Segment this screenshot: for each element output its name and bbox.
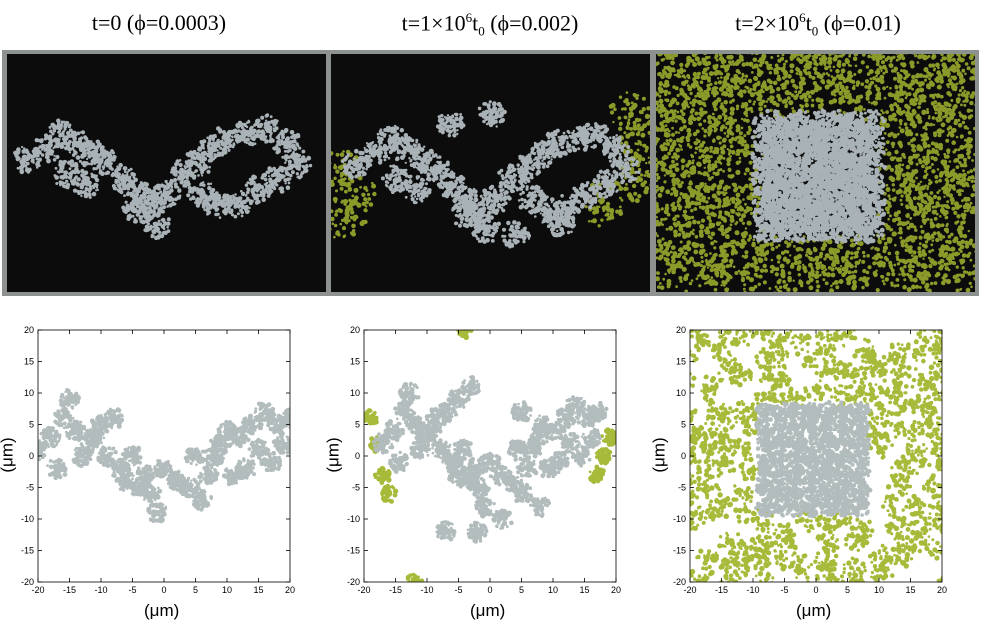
y-axis-label-3: (μm): [650, 437, 670, 472]
y-tick-label: 0: [681, 451, 686, 461]
sim-snapshot-1: [7, 54, 326, 292]
y-tick-label: 10: [24, 388, 34, 398]
x-tick-label: -20: [357, 585, 370, 595]
x-tick-label: 15: [905, 585, 915, 595]
sim-render-1: [7, 54, 326, 292]
x-tick-label: -20: [683, 585, 696, 595]
x-tick-label: 20: [937, 585, 947, 595]
y-tick-label: 5: [681, 420, 686, 430]
phi-value: =0.0003): [146, 10, 226, 35]
plot-1-canvas: -20-20 -15 -15 -10 -10 -5 -5 0 0 5 5 10 10 15 15 20 20: [21, 325, 295, 595]
x-tick-label: -15: [389, 585, 402, 595]
sim-snapshot-3: [656, 54, 975, 292]
y-tick-label: -15: [673, 546, 686, 556]
title-3-unit: t: [806, 10, 812, 35]
x-axis-label-2: (μm): [470, 601, 505, 621]
title-3-mid: (: [818, 10, 831, 35]
x-tick-label: 10: [874, 585, 884, 595]
title-3-prefix: t=2×10: [735, 10, 799, 35]
y-tick-label: 0: [29, 451, 34, 461]
x-tick-label: 20: [611, 585, 621, 595]
y-tick-label: 5: [355, 420, 360, 430]
panel-title-1: t=0 (ϕ=0.0003): [9, 10, 309, 36]
x-tick-label: -10: [746, 585, 759, 595]
phi-symbol: ϕ: [831, 10, 843, 35]
phi-value: =0.01): [843, 10, 901, 35]
title-1-text: t=0 (: [92, 10, 134, 35]
x-tick-label: -20: [31, 585, 44, 595]
plot-2-canvas: -20-20 -15 -15 -10 -10 -5 -5 0 0 5 5 10 10 15 15 20 20: [347, 325, 621, 595]
x-tick-label: -15: [63, 585, 76, 595]
simulation-snapshot-strip: [2, 50, 979, 296]
x-tick-label: 0: [487, 585, 492, 595]
y-tick-label: -10: [21, 514, 34, 524]
sim-render-2: [331, 54, 650, 292]
y-tick-label: -10: [673, 514, 686, 524]
x-tick-label: -5: [128, 585, 136, 595]
sim-render-3: [656, 54, 975, 292]
panel-title-3: t=2×106t0 (ϕ=0.01): [668, 10, 968, 40]
x-tick-label: -10: [94, 585, 107, 595]
x-tick-label: 10: [222, 585, 232, 595]
y-tick-label: -15: [347, 546, 360, 556]
title-3-subscript: 0: [812, 24, 819, 39]
y-tick-label: -20: [673, 577, 686, 587]
x-tick-label: 5: [519, 585, 524, 595]
y-tick-label: -5: [26, 483, 34, 493]
y-tick-label: 20: [350, 325, 360, 335]
x-tick-label: -5: [454, 585, 462, 595]
plot-2: -20 -20 -15 -15 -10 -10 -5 -5 0 0 5 5 10 10 15 15 20 20: [347, 325, 621, 595]
sim-snapshot-2: [331, 54, 650, 292]
y-tick-label: 20: [24, 325, 34, 335]
x-tick-label: 15: [253, 585, 263, 595]
x-tick-label: -10: [420, 585, 433, 595]
y-tick-label: -20: [347, 577, 360, 587]
plot-3-canvas: -20-20 -15 -15 -10 -10 -5 -5 0 0 5 5 10 10 15 15 20 20: [673, 325, 947, 595]
y-tick-label: 0: [355, 451, 360, 461]
x-tick-label: 0: [813, 585, 818, 595]
y-tick-label: -5: [352, 483, 360, 493]
plot-1: -20 -20 -15 -15 -10 -10 -5 -5 0 0 5 5 10 10 15 15 20 20: [21, 325, 295, 595]
x-tick-label: 0: [161, 585, 166, 595]
y-tick-label: -5: [678, 483, 686, 493]
phi-symbol: ϕ: [498, 10, 510, 35]
y-tick-label: 15: [676, 357, 686, 367]
x-axis-label-3: (μm): [796, 601, 831, 621]
x-tick-label: -15: [715, 585, 728, 595]
phi-symbol: ϕ: [134, 10, 146, 35]
x-tick-label: -5: [780, 585, 788, 595]
x-tick-label: 10: [548, 585, 558, 595]
title-2-mid: (: [485, 10, 497, 35]
y-tick-label: 5: [29, 420, 34, 430]
title-2-subscript: 0: [478, 24, 485, 39]
panel-title-2: t=1×106t0 (ϕ=0.002): [340, 10, 640, 40]
y-tick-label: 20: [676, 325, 686, 335]
x-tick-label: 5: [845, 585, 850, 595]
y-axis-label-1: (μm): [0, 437, 18, 472]
x-tick-label: 15: [579, 585, 589, 595]
x-axis-label-1: (μm): [144, 601, 179, 621]
y-tick-label: -10: [347, 514, 360, 524]
title-2-exponent: 6: [466, 10, 473, 25]
phi-value: =0.002): [509, 10, 578, 35]
title-2-unit: t: [472, 10, 478, 35]
y-axis-label-2: (μm): [324, 437, 344, 472]
x-tick-label: 20: [285, 585, 295, 595]
y-tick-label: 15: [24, 357, 34, 367]
title-3-exponent: 6: [799, 10, 806, 25]
title-2-prefix: t=1×10: [402, 10, 466, 35]
y-tick-label: -20: [21, 577, 34, 587]
x-tick-label: 5: [193, 585, 198, 595]
y-tick-label: 10: [676, 388, 686, 398]
y-tick-label: -15: [21, 546, 34, 556]
y-tick-label: 10: [350, 388, 360, 398]
y-tick-label: 15: [350, 357, 360, 367]
plot-3: -20 -20 -15 -15 -10 -10 -5 -5 0 0 5 5 10 10 15 15 20 20: [673, 325, 947, 595]
